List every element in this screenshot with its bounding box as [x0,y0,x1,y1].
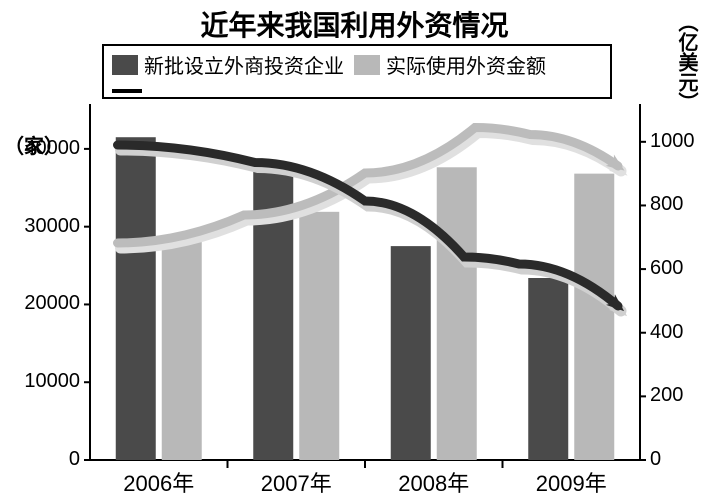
y1-tick-label: 30000 [24,215,80,238]
y1-tick-label: 40000 [24,137,80,160]
y2-tick-label: 800 [650,193,683,216]
y2-tick-label: 1000 [650,130,695,153]
chart-root: 近年来我国利用外资情况 （家） （亿美元） 新批设立外商投资企业 实际使用外资金… [0,0,709,500]
y2-tick-label: 0 [650,448,661,471]
x-tick-label: 2009年 [536,466,607,498]
y2-tick-label: 200 [650,384,683,407]
y2-tick-label: 400 [650,321,683,344]
chart-svg [0,0,709,500]
y1-tick-label: 0 [69,448,80,471]
y2-tick-label: 600 [650,257,683,280]
x-tick-label: 2007年 [261,466,332,498]
y1-tick-label: 10000 [24,370,80,393]
x-tick-label: 2008年 [398,466,469,498]
y1-tick-label: 20000 [24,292,80,315]
x-tick-label: 2006年 [123,466,194,498]
